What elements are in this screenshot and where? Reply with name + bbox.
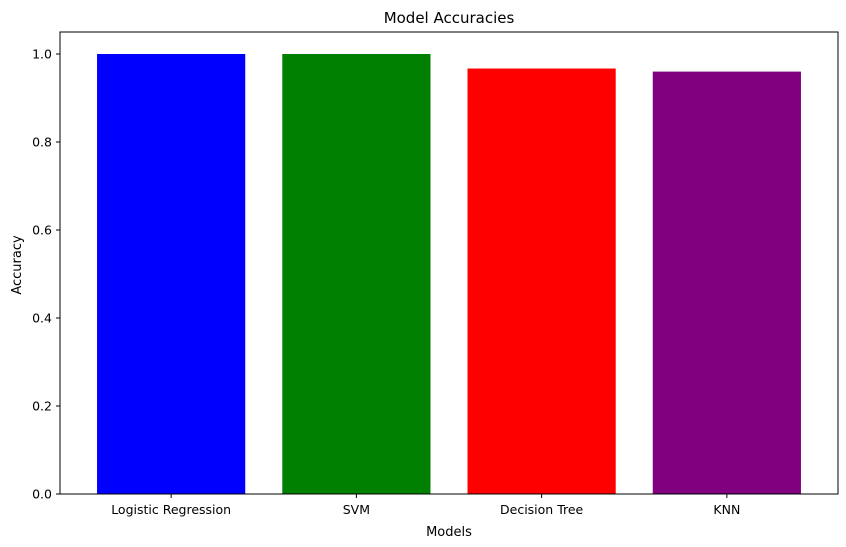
plot-area: Logistic Regression SVM Decision Tree KNN 0.…	[32, 31, 839, 517]
plot-frame	[59, 31, 839, 495]
x-tick-label: Logistic Regression	[111, 502, 231, 517]
y-tick-label: 0.6	[32, 223, 52, 238]
bars-group	[97, 54, 801, 495]
chart-title: Model Accuracies	[384, 9, 515, 27]
bar	[467, 68, 616, 495]
x-tick-label: KNN	[713, 502, 740, 517]
y-tick-label: 1.0	[32, 47, 52, 62]
bar	[282, 54, 431, 494]
axes-group: Logistic Regression SVM Decision Tree KNN 0.…	[32, 31, 839, 517]
y-tick-label: 0.0	[32, 487, 52, 502]
bar	[652, 71, 801, 494]
y-tick-label: 0.4	[32, 311, 52, 326]
y-tick-label: 0.8	[32, 135, 52, 150]
x-axis-label: Models	[426, 525, 472, 540]
x-tick-label: Decision Tree	[500, 502, 584, 517]
y-axis-label: Accuracy	[10, 235, 25, 295]
y-tick-label: 0.2	[32, 399, 52, 414]
bar	[97, 54, 246, 494]
x-tick-label: SVM	[343, 502, 370, 517]
